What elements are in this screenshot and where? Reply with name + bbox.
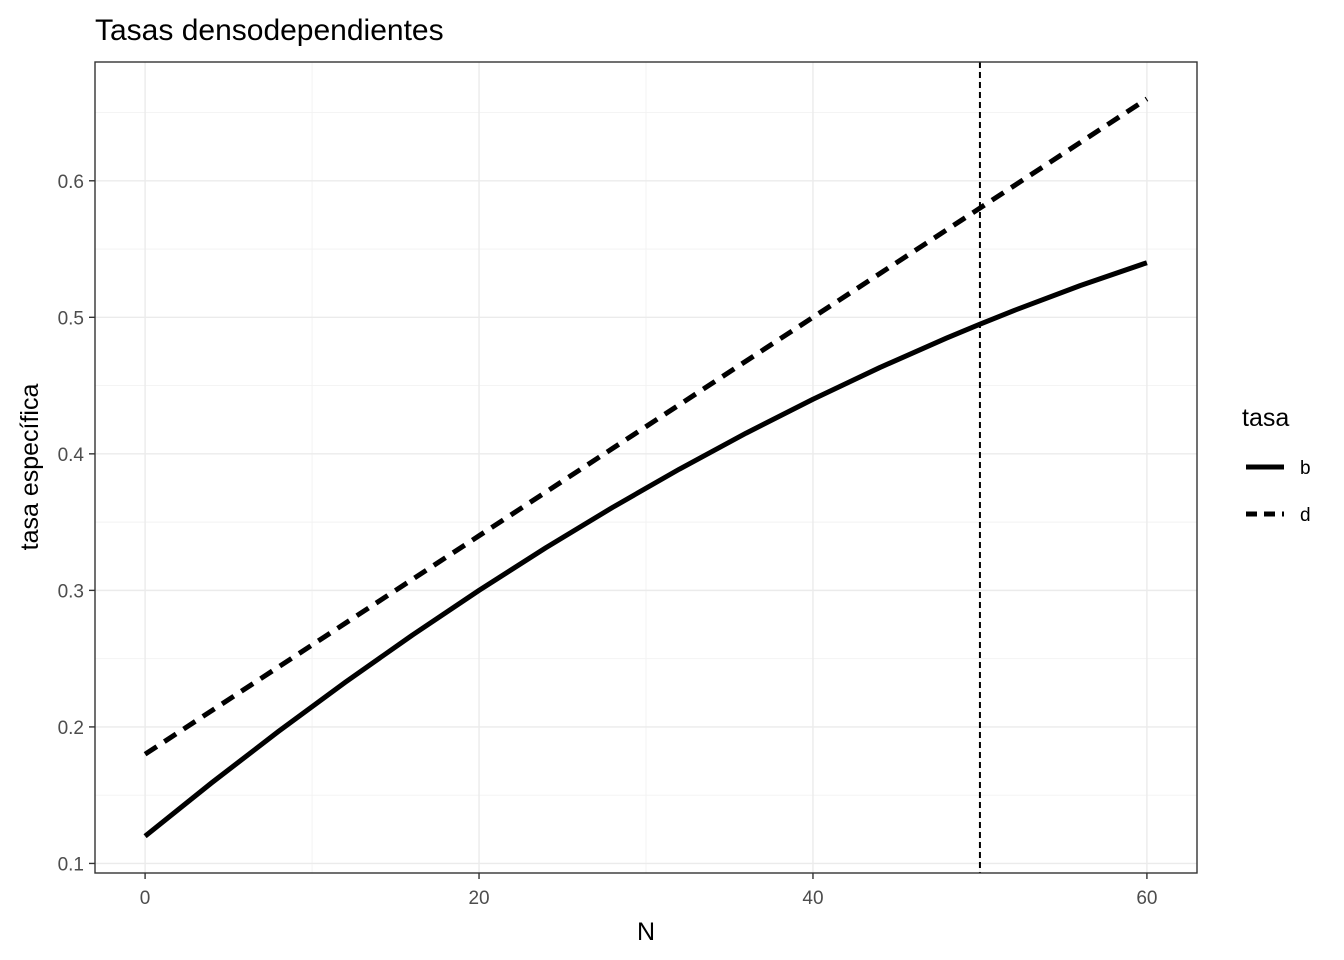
y-axis-title: tasa específica xyxy=(16,384,44,551)
panel-border xyxy=(94,61,1198,874)
x-tick-label: 20 xyxy=(468,888,489,909)
grid xyxy=(95,62,1197,873)
axes: 0 20 40 60 0.1 0.2 0.3 0.4 0.5 0.6 xyxy=(58,172,1158,909)
chart-title: Tasas densodependientes xyxy=(95,14,444,47)
x-axis-title: N xyxy=(637,918,655,946)
legend-label-b: b xyxy=(1300,458,1311,479)
series-line-b xyxy=(143,260,1148,839)
legend-label-d: d xyxy=(1300,505,1311,526)
x-tick-label: 40 xyxy=(802,888,823,909)
series-line-d xyxy=(143,96,1149,757)
y-tick-label: 0.4 xyxy=(58,445,85,466)
y-tick-label: 0.5 xyxy=(58,308,84,329)
legend-title: tasa xyxy=(1242,404,1289,432)
legend: tasa b d xyxy=(1242,404,1311,526)
y-tick-label: 0.3 xyxy=(58,581,84,602)
y-tick-label: 0.2 xyxy=(58,718,84,739)
y-tick-label: 0.1 xyxy=(58,854,84,875)
x-tick-label: 0 xyxy=(140,888,151,909)
y-tick-label: 0.6 xyxy=(58,172,84,193)
series-layer xyxy=(143,62,1149,873)
x-tick-label: 60 xyxy=(1136,888,1157,909)
